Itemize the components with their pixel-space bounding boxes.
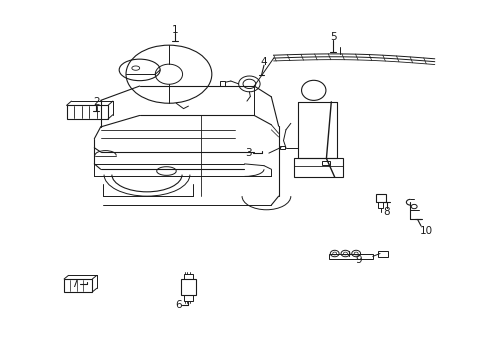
Text: 4: 4: [260, 57, 267, 67]
Bar: [279, 145, 285, 149]
Text: 8: 8: [383, 207, 389, 217]
Bar: [183, 296, 193, 301]
Text: 1: 1: [172, 25, 178, 35]
Bar: [375, 194, 385, 202]
Text: 7: 7: [71, 279, 78, 289]
Text: 5: 5: [329, 32, 336, 42]
Text: 10: 10: [419, 226, 431, 236]
Bar: [183, 274, 193, 279]
Bar: [220, 81, 224, 86]
Bar: [328, 254, 372, 259]
Bar: [66, 105, 108, 119]
Bar: [294, 158, 342, 177]
Text: 9: 9: [355, 255, 362, 265]
Text: 6: 6: [175, 300, 182, 310]
Text: 2: 2: [93, 97, 100, 107]
Bar: [377, 202, 383, 208]
Bar: [64, 279, 92, 292]
Text: 3: 3: [244, 148, 251, 158]
Bar: [321, 161, 330, 165]
Bar: [181, 279, 195, 296]
Bar: [377, 251, 387, 257]
